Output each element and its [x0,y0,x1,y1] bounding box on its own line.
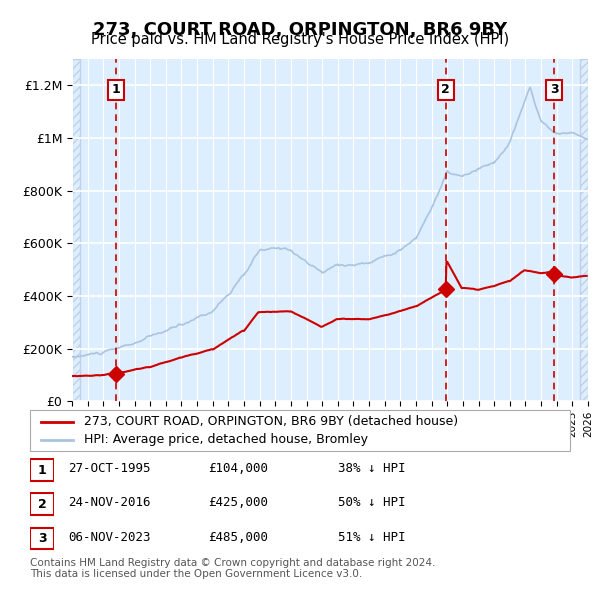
Text: 24-NOV-2016: 24-NOV-2016 [68,496,151,510]
Text: £425,000: £425,000 [208,496,268,510]
Text: Contains HM Land Registry data © Crown copyright and database right 2024.
This d: Contains HM Land Registry data © Crown c… [30,558,436,579]
Text: 273, COURT ROAD, ORPINGTON, BR6 9BY: 273, COURT ROAD, ORPINGTON, BR6 9BY [93,21,507,39]
Text: 2: 2 [442,83,450,96]
Text: 06-NOV-2023: 06-NOV-2023 [68,530,151,543]
Text: 3: 3 [550,83,559,96]
Text: £485,000: £485,000 [208,530,268,543]
Text: 50% ↓ HPI: 50% ↓ HPI [338,496,406,510]
FancyBboxPatch shape [30,410,570,451]
Text: 27-OCT-1995: 27-OCT-1995 [68,463,151,476]
Text: 1: 1 [112,83,121,96]
Text: 273, COURT ROAD, ORPINGTON, BR6 9BY (detached house): 273, COURT ROAD, ORPINGTON, BR6 9BY (det… [84,415,458,428]
Text: 38% ↓ HPI: 38% ↓ HPI [338,463,406,476]
Text: 51% ↓ HPI: 51% ↓ HPI [338,530,406,543]
Text: £104,000: £104,000 [208,463,268,476]
Text: Price paid vs. HM Land Registry's House Price Index (HPI): Price paid vs. HM Land Registry's House … [91,32,509,47]
Text: HPI: Average price, detached house, Bromley: HPI: Average price, detached house, Brom… [84,433,368,446]
Bar [72,59,80,401]
